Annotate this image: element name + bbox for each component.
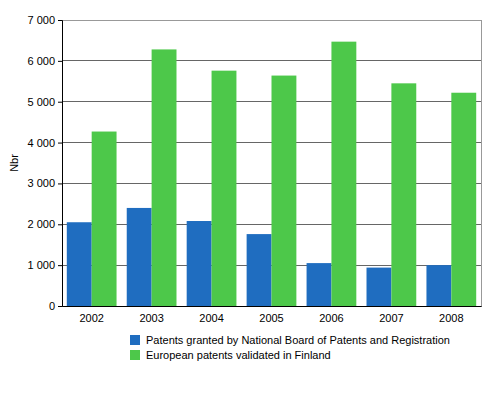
x-tick-label: 2008 bbox=[439, 312, 463, 324]
x-tick-label: 2002 bbox=[79, 312, 103, 324]
legend-item: European patents validated in Finland bbox=[130, 349, 331, 361]
y-axis: 0 1 000 2 000 3 000 4 000 5 000 6 000 7 000 bbox=[27, 14, 62, 312]
y-axis-line bbox=[58, 21, 63, 307]
x-tick: 2005 bbox=[259, 306, 283, 324]
bar bbox=[187, 221, 212, 306]
bar bbox=[152, 49, 177, 306]
y-tick-label: 6 000 bbox=[27, 55, 55, 67]
x-tick: 2006 bbox=[319, 306, 343, 324]
bar bbox=[367, 268, 392, 306]
bar bbox=[212, 71, 237, 306]
bar bbox=[247, 234, 272, 306]
bar bbox=[127, 208, 152, 306]
bar bbox=[307, 263, 332, 306]
x-tick: 2003 bbox=[139, 306, 163, 324]
y-tick: 2 000 bbox=[27, 218, 62, 230]
x-tick-label: 2004 bbox=[199, 312, 223, 324]
bar bbox=[67, 222, 92, 306]
y-tick-label: 4 000 bbox=[27, 137, 55, 149]
x-axis-line bbox=[63, 306, 482, 307]
y-tick-mark bbox=[58, 102, 62, 103]
y-tick-mark bbox=[58, 224, 62, 225]
x-axis: 2002 2003 2004 2005 2006 2007 2008 bbox=[63, 306, 482, 324]
grid bbox=[62, 20, 481, 306]
y-tick: 4 000 bbox=[27, 137, 62, 149]
y-tick-mark bbox=[58, 183, 62, 184]
bar bbox=[426, 265, 451, 306]
x-tick-label: 2007 bbox=[379, 312, 403, 324]
legend-swatch bbox=[130, 350, 140, 360]
legend: Patents granted by National Board of Pat… bbox=[130, 334, 450, 361]
y-tick-label: 5 000 bbox=[27, 96, 55, 108]
y-tick-label: 2 000 bbox=[27, 218, 55, 230]
y-axis-title: Nbr bbox=[8, 154, 20, 172]
plot-frame bbox=[62, 20, 481, 306]
bar bbox=[331, 42, 356, 306]
y-tick-label: 3 000 bbox=[27, 177, 55, 189]
x-tick-label: 2005 bbox=[259, 312, 283, 324]
y-tick: 5 000 bbox=[27, 96, 62, 108]
y-tick-label: 0 bbox=[49, 300, 55, 312]
y-tick: 0 bbox=[49, 300, 62, 312]
x-tick-label: 2006 bbox=[319, 312, 343, 324]
bar-series bbox=[92, 42, 477, 306]
plot: 0 1 000 2 000 3 000 4 000 5 000 6 000 7 000 2002… bbox=[27, 14, 481, 324]
x-tick: 2007 bbox=[379, 306, 403, 324]
bar bbox=[92, 132, 117, 306]
y-tick-mark bbox=[58, 306, 62, 307]
y-tick: 1 000 bbox=[27, 259, 62, 271]
legend-label: European patents validated in Finland bbox=[146, 349, 331, 361]
y-tick-mark bbox=[58, 143, 62, 144]
x-tick: 2004 bbox=[199, 306, 223, 324]
bar bbox=[391, 83, 416, 306]
y-tick-mark bbox=[58, 265, 62, 266]
x-tick: 2008 bbox=[439, 306, 463, 324]
legend-swatch bbox=[130, 335, 140, 345]
legend-item: Patents granted by National Board of Pat… bbox=[130, 334, 450, 346]
y-tick-mark bbox=[58, 61, 62, 62]
bar bbox=[272, 76, 297, 306]
grid-line bbox=[62, 60, 481, 61]
bar bbox=[451, 93, 476, 306]
y-tick: 7 000 bbox=[27, 14, 62, 26]
y-tick: 6 000 bbox=[27, 55, 62, 67]
x-tick-label: 2003 bbox=[139, 312, 163, 324]
chart: 0 1 000 2 000 3 000 4 000 5 000 6 000 7 000 2002… bbox=[0, 0, 495, 414]
x-tick: 2002 bbox=[79, 306, 103, 324]
y-tick: 3 000 bbox=[27, 177, 62, 189]
legend-label: Patents granted by National Board of Pat… bbox=[146, 334, 450, 346]
bars bbox=[67, 42, 476, 306]
y-tick-label: 7 000 bbox=[27, 14, 55, 26]
y-tick-mark bbox=[58, 20, 62, 21]
y-tick-label: 1 000 bbox=[27, 259, 55, 271]
